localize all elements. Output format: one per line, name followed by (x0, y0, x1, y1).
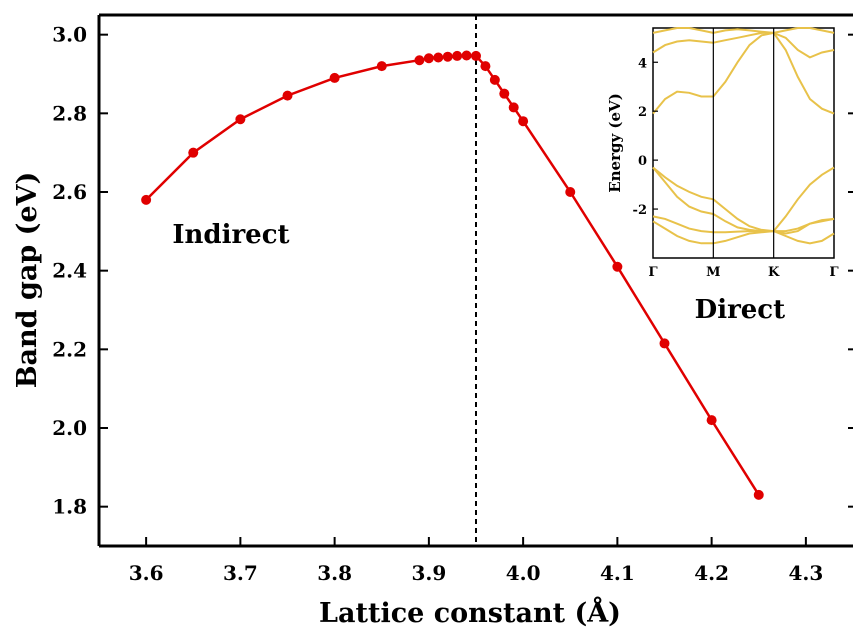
data-point (565, 187, 576, 197)
data-point (612, 261, 623, 272)
x-tick-label: 4.0 (506, 561, 541, 585)
x-tick-label: 3.9 (411, 561, 446, 585)
y-ticks: 1.8 2.0 2.2 2.4 2.6 2.8 3.0 (52, 23, 108, 519)
inset-x-tick-label: K (768, 265, 780, 280)
x-tick-label: 4.3 (788, 561, 823, 585)
annotation-indirect: Indirect (172, 220, 289, 250)
x-tick-label: 4.1 (600, 561, 635, 585)
inset-y-axis-title: Energy (eV) (606, 93, 624, 193)
data-point (753, 489, 764, 500)
data-point (706, 415, 717, 426)
data-point (508, 102, 519, 113)
band-gap-points (141, 50, 764, 500)
y-tick-label: 3.0 (52, 23, 87, 47)
inset-y-tick-label: 4 (638, 56, 647, 71)
data-point (414, 55, 425, 66)
y-tick-label: 2.8 (52, 101, 87, 125)
band-line (772, 166, 835, 232)
data-point (141, 194, 152, 205)
y-axis-title: Band gap (eV) (12, 172, 43, 389)
data-point (433, 52, 444, 63)
y-tick-label: 2.2 (52, 337, 87, 361)
band-line (712, 31, 774, 98)
y-tick-label: 2.0 (52, 416, 87, 440)
data-point (376, 61, 387, 72)
inset-y-tick-label: 0 (638, 154, 647, 169)
data-point (452, 50, 463, 61)
band-line (773, 217, 835, 235)
inset-high-symmetry-lines (712, 28, 775, 258)
data-point (480, 61, 491, 72)
inset-y-tick-label: 2 (638, 105, 647, 120)
band-line (652, 166, 714, 201)
band-line (652, 90, 714, 115)
band-line (652, 215, 714, 234)
data-point (471, 50, 481, 61)
band-line (652, 27, 714, 34)
band-line (773, 230, 835, 245)
inset-y-ticks: -2 0 2 4 (633, 56, 658, 218)
band-line (773, 27, 835, 34)
band-line (713, 28, 774, 34)
data-point (282, 90, 293, 101)
data-point (423, 53, 434, 64)
x-tick-label: 4.2 (694, 561, 729, 585)
inset-band-structure: -2 0 2 4 Γ M K Γ Energy (eV) (606, 27, 839, 280)
data-point (499, 88, 510, 99)
data-point (329, 72, 340, 83)
x-tick-label: 3.7 (223, 561, 258, 585)
main-plot: 3.6 3.7 3.8 3.9 4.0 4.1 4.2 4.3 1.8 2.0 2.2 2.4 2.6… (12, 13, 853, 629)
data-point (188, 147, 199, 158)
inset-x-tick-label: Γ (829, 265, 839, 280)
inset-frame (652, 27, 835, 259)
annotation-direct: Direct (695, 295, 786, 325)
x-axis-title: Lattice constant (Å) (319, 595, 621, 629)
inset-x-tick-label: Γ (648, 265, 658, 280)
data-point (461, 50, 472, 61)
y-tick-label: 1.8 (52, 495, 87, 519)
y-tick-label: 2.4 (52, 259, 87, 283)
data-point (235, 114, 246, 125)
inset-y-tick-label: -2 (633, 203, 647, 218)
x-ticks: 3.6 3.7 3.8 3.9 4.0 4.1 4.2 4.3 (129, 537, 823, 585)
data-point (489, 74, 500, 85)
data-point (659, 338, 670, 349)
inset-x-tick-label: M (706, 265, 720, 280)
band-line (712, 198, 774, 233)
y-tick-label: 2.6 (52, 180, 87, 204)
inset-bands (652, 27, 835, 245)
band-line (652, 166, 714, 215)
x-tick-label: 3.8 (317, 561, 352, 585)
data-point (518, 116, 529, 127)
data-point (442, 51, 453, 62)
right-edge-marks (848, 33, 853, 508)
band-line (713, 230, 774, 245)
x-tick-label: 3.6 (129, 561, 164, 585)
band-line (772, 32, 835, 115)
band-line (652, 39, 714, 54)
band-line (652, 220, 714, 245)
band-line (773, 31, 835, 59)
